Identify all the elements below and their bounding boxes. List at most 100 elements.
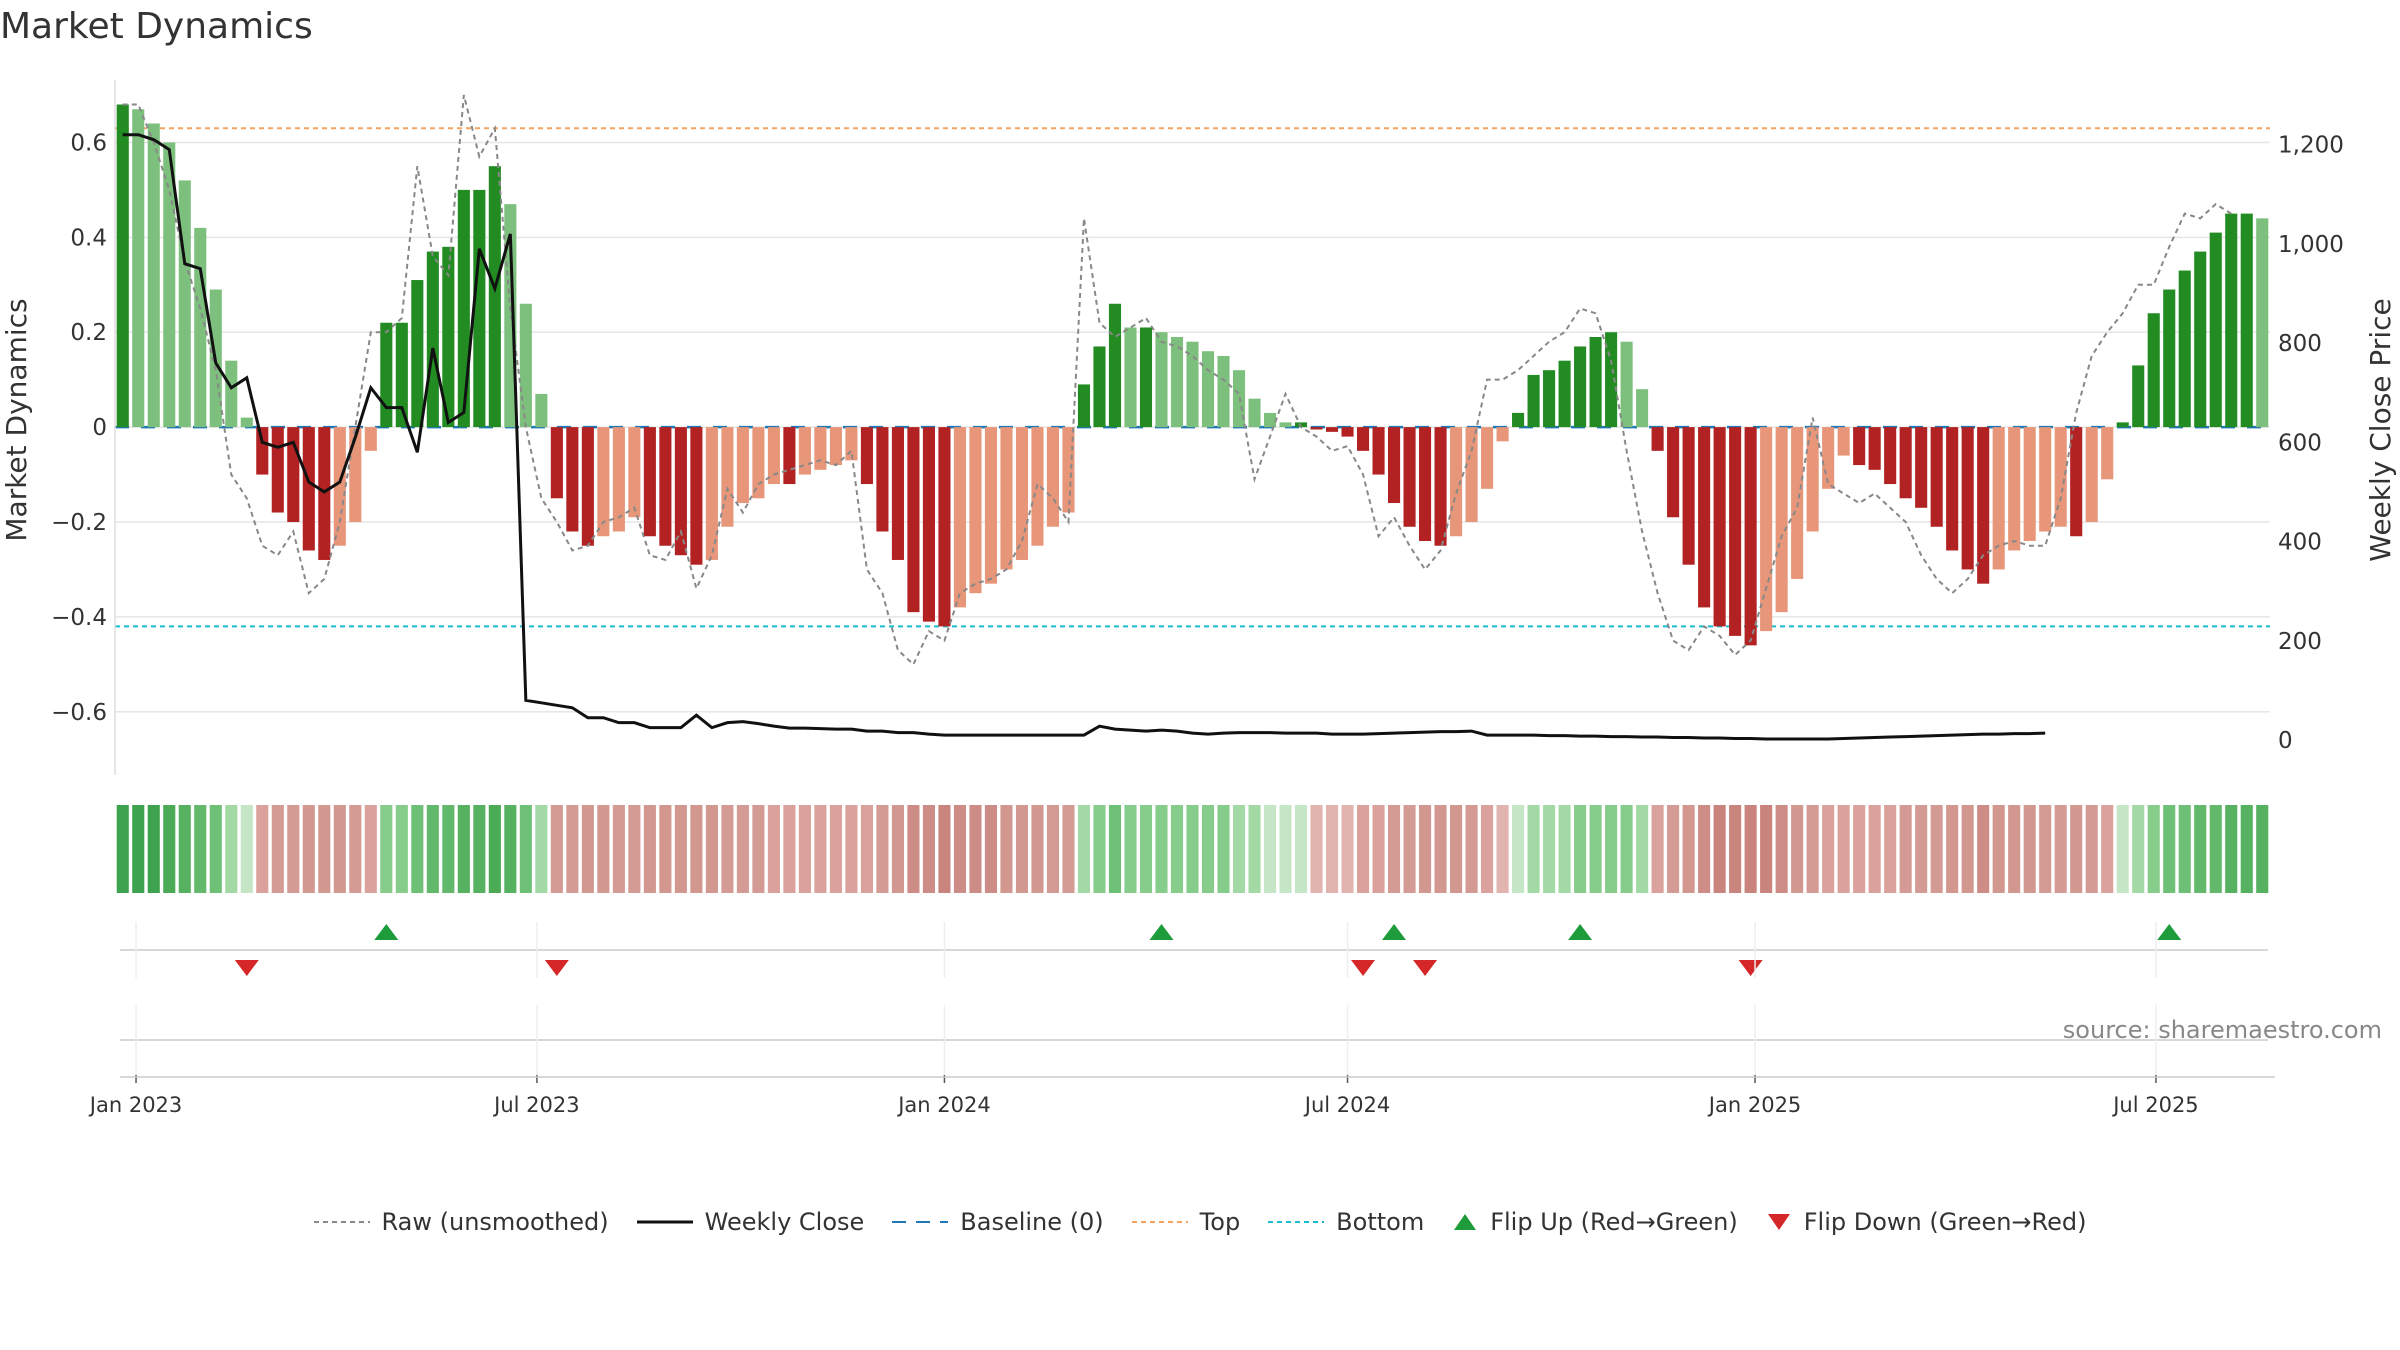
legend-label: Top — [1199, 1208, 1241, 1236]
heat-cell — [1558, 805, 1571, 893]
heat-cell — [318, 805, 331, 893]
heat-cell — [1729, 805, 1742, 893]
dynamics-bar — [2132, 365, 2145, 428]
heat-cell — [2163, 805, 2176, 893]
heat-cell — [1620, 805, 1633, 893]
legend-item: Flip Down (Green→Red) — [1766, 1208, 2087, 1236]
dynamics-bar — [2039, 427, 2052, 532]
flip-down-marker — [1413, 960, 1438, 976]
heat-cell — [1884, 805, 1897, 893]
x-axis: Jan 2023 Jul 2023 Jan 2024 Jul 2024 Jan 2025… — [88, 922, 2275, 1117]
heat-cell — [1682, 805, 1695, 893]
legend-triangle-down — [1767, 1214, 1790, 1230]
heat-cell — [1496, 805, 1509, 893]
series-lines — [122, 94, 2232, 741]
heat-cell — [1170, 805, 1184, 893]
heat-cell — [2225, 805, 2238, 893]
dynamics-bar — [411, 280, 424, 428]
heat-cell — [690, 805, 703, 893]
heat-cell — [1915, 805, 1928, 893]
y2-tick-label: 0 — [2278, 728, 2293, 754]
dynamics-bar — [1419, 427, 1432, 541]
heat-cell — [783, 805, 796, 893]
dynamics-bar — [814, 427, 827, 470]
dynamics-bar — [628, 427, 641, 518]
dynamics-bar — [2054, 427, 2067, 527]
heat-cell — [411, 805, 424, 893]
weekly-close-line — [122, 133, 2046, 741]
heat-cell — [271, 805, 284, 893]
dynamics-bar — [1481, 427, 1494, 489]
dynamics-bar — [2178, 270, 2191, 428]
x-tick-label: Jul 2025 — [2111, 1093, 2198, 1117]
y2-tick-label: 600 — [2278, 430, 2322, 456]
axes: 0.6 0.4 0.2 0 −0.2 −0.4 −0.6 1,200 1,000 800 600 40… — [51, 80, 2344, 775]
dynamics-bar — [1310, 427, 1323, 430]
y-tick-label: −0.6 — [51, 700, 107, 726]
flip-markers — [120, 924, 2268, 1041]
heat-cell — [1806, 805, 1819, 893]
heat-cell — [1946, 805, 1959, 893]
legend-item: Weekly Close — [636, 1208, 864, 1236]
dynamics-bar — [178, 180, 191, 428]
heat-cell — [364, 805, 377, 893]
dynamics-bar — [1589, 336, 1602, 428]
chart-title: Market Dynamics — [0, 6, 313, 47]
heat-cell — [1263, 805, 1277, 893]
heat-cell — [1837, 805, 1850, 893]
heat-cell — [1977, 805, 1990, 893]
heat-cell — [752, 805, 765, 893]
dynamics-bar — [1775, 427, 1788, 613]
legend-swatch — [636, 1220, 693, 1224]
heat-cell — [1512, 805, 1525, 893]
heat-cell — [566, 805, 579, 893]
dynamics-bar — [1868, 427, 1881, 470]
market-dynamics-chart: 0.6 0.4 0.2 0 −0.2 −0.4 −0.6 1,200 1,000 800 600 40… — [0, 80, 2397, 1117]
heat-cell — [2054, 805, 2067, 893]
heat-cell — [2147, 805, 2160, 893]
raw-series-line — [122, 94, 2232, 667]
flip-up-marker — [1382, 924, 1407, 940]
dynamics-bar — [1496, 427, 1509, 442]
legend-swatch — [313, 1221, 370, 1223]
dynamics-bar — [922, 427, 935, 622]
dynamics-bar — [1217, 355, 1230, 428]
y-tick-label: 0.4 — [70, 225, 107, 251]
heat-cell — [1822, 805, 1835, 893]
dynamics-bar — [643, 427, 656, 537]
dynamics-bar — [1574, 346, 1587, 428]
dynamics-bar — [1543, 370, 1556, 428]
heat-cell — [1356, 805, 1370, 893]
heat-cell — [1217, 805, 1230, 893]
heat-cell — [1450, 805, 1463, 893]
dynamics-bar — [2256, 218, 2269, 428]
dynamics-bar — [1760, 427, 1773, 632]
heat-cell — [240, 805, 253, 893]
heat-cell — [1124, 805, 1137, 893]
y2-tick-label: 1,000 — [2278, 232, 2344, 258]
dynamics-bar — [953, 427, 966, 608]
heat-cell — [1000, 805, 1013, 893]
dynamics-bar — [1372, 427, 1385, 475]
heat-cell — [1636, 805, 1649, 893]
heat-cell — [1930, 805, 1943, 893]
legend-label: Flip Up (Red→Green) — [1490, 1208, 1738, 1236]
dynamics-bar — [1729, 427, 1742, 636]
dynamics-bar — [1170, 336, 1184, 428]
heat-cell — [519, 805, 532, 893]
heat-cell — [163, 805, 176, 893]
heat-cell — [1434, 805, 1447, 893]
heat-cell — [147, 805, 160, 893]
heat-cell — [2178, 805, 2191, 893]
legend-swatch — [892, 1221, 949, 1223]
heat-cell — [612, 805, 625, 893]
dynamics-bar — [1248, 398, 1261, 428]
heat-cell — [643, 805, 656, 893]
dynamics-bar — [845, 427, 858, 461]
y-tick-label: 0 — [92, 415, 107, 441]
y2-tick-label: 400 — [2278, 530, 2322, 556]
dynamics-bar — [1434, 427, 1447, 546]
dynamics-bar — [271, 427, 284, 513]
dynamics-bar — [1465, 427, 1478, 523]
legend-item: Bottom — [1268, 1208, 1424, 1236]
